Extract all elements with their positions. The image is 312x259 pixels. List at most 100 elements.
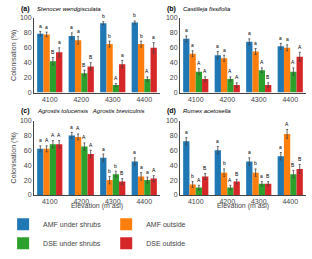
svg-text:4100: 4100 [188,96,204,103]
svg-text:Rumex acetosella: Rumex acetosella [183,108,231,114]
svg-text:a: a [121,52,124,58]
svg-text:b: b [108,33,111,39]
svg-text:80: 80 [170,29,178,36]
svg-text:A: A [76,125,80,131]
svg-text:(d): (d) [167,107,176,115]
svg-text:4100: 4100 [42,198,58,205]
svg-text:A: A [291,59,295,65]
svg-text:B: B [82,62,86,68]
svg-text:A: A [197,177,201,183]
svg-text:0: 0 [28,191,32,198]
svg-text:4200: 4200 [219,96,235,103]
svg-text:A: A [203,68,207,74]
svg-text:a: a [152,34,155,40]
svg-text:60: 60 [24,147,32,154]
svg-text:(c): (c) [21,107,30,115]
svg-text:a: a [185,129,188,135]
svg-text:100: 100 [166,14,178,21]
svg-text:40: 40 [24,162,32,169]
svg-text:40: 40 [24,59,32,66]
svg-text:A: A [152,167,156,173]
svg-text:B: B [291,162,295,168]
svg-text:A: A [298,44,302,50]
svg-text:DSE under shrubs: DSE under shrubs [43,240,101,247]
svg-text:a: a [58,39,61,45]
svg-text:0: 0 [174,191,178,198]
svg-text:B: B [203,165,207,171]
svg-text:a: a [133,149,136,155]
svg-text:b: b [114,163,117,169]
svg-text:b: b [108,168,111,174]
svg-text:(a): (a) [21,5,30,13]
svg-text:20: 20 [24,74,32,81]
svg-text:Elevation (m asl): Elevation (m asl) [71,202,123,210]
svg-text:B: B [51,49,55,55]
svg-text:a: a [279,35,282,41]
svg-text:Colonisation (%): Colonisation (%) [10,30,18,81]
svg-text:a: a [77,28,80,34]
svg-text:20: 20 [24,177,32,184]
svg-text:a: a [248,149,251,155]
svg-text:Colonisation (%): Colonisation (%) [10,132,18,183]
svg-text:20: 20 [170,177,178,184]
svg-text:a: a [70,24,73,30]
svg-text:a: a [102,146,105,152]
svg-text:a: a [223,47,226,53]
svg-text:a: a [248,30,251,36]
svg-text:80: 80 [170,132,178,139]
svg-text:a: a [146,169,149,175]
svg-text:4400: 4400 [282,198,298,205]
svg-text:b: b [191,173,194,179]
svg-text:4200: 4200 [219,198,235,205]
svg-text:Castilleja fissifolia: Castilleja fissifolia [183,6,231,12]
svg-text:a: a [185,27,188,33]
svg-text:A: A [235,74,239,80]
svg-text:0: 0 [28,89,32,96]
svg-text:100: 100 [20,117,32,124]
svg-text:A: A [82,134,86,140]
svg-text:AMF outside: AMF outside [146,221,185,228]
svg-text:A: A [260,59,264,65]
svg-text:b: b [254,160,257,166]
svg-text:4100: 4100 [42,96,58,103]
svg-text:4100: 4100 [188,198,204,205]
svg-text:B: B [298,156,302,162]
svg-text:4400: 4400 [136,96,152,103]
svg-text:Stenocer wendgisculata: Stenocer wendgisculata [37,6,101,12]
svg-text:A: A [57,132,61,138]
svg-text:A: A [51,132,55,138]
svg-text:Elevation (m asl): Elevation (m asl) [217,202,269,210]
svg-text:100: 100 [166,117,178,124]
svg-text:A: A [145,68,149,74]
svg-text:0: 0 [174,89,178,96]
svg-text:B: B [266,173,270,179]
svg-text:80: 80 [24,29,32,36]
svg-text:b: b [223,160,226,166]
svg-text:A: A [285,121,289,127]
svg-text:a: a [279,144,282,150]
svg-text:A: A [197,60,201,66]
svg-text:a: a [260,173,263,179]
svg-text:A: A [228,177,232,183]
svg-text:60: 60 [24,44,32,51]
svg-text:DSE outside: DSE outside [146,240,185,247]
svg-text:Agrostis tolucensis Agrostis: Agrostis tolucensis Agrostis breviculnis [37,108,145,114]
svg-text:a: a [254,40,257,46]
svg-text:B: B [235,171,239,177]
svg-text:100: 100 [20,14,32,21]
svg-text:a: a [191,42,194,48]
svg-text:4300: 4300 [105,198,121,205]
svg-text:a: a [70,124,73,130]
svg-text:20: 20 [170,74,178,81]
svg-text:a: a [216,138,219,144]
svg-text:a: a [286,36,289,42]
svg-text:A: A [228,68,232,74]
svg-text:b: b [140,33,143,39]
svg-text:80: 80 [24,132,32,139]
svg-text:a: a [216,43,219,49]
svg-text:4300: 4300 [251,198,267,205]
svg-text:b: b [133,12,136,18]
svg-text:b: b [102,13,105,19]
svg-text:(b): (b) [167,5,176,13]
svg-text:4400: 4400 [136,198,152,205]
